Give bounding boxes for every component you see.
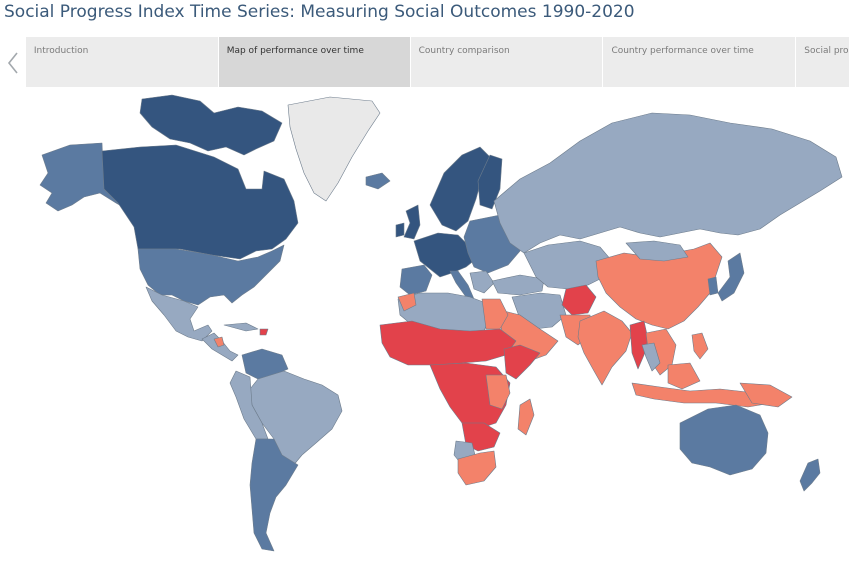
region-mongolia[interactable] [625, 240, 689, 262]
region-sahel[interactable] [379, 320, 517, 366]
region-southern-cone[interactable] [249, 438, 299, 552]
region-borneo[interactable] [667, 362, 701, 390]
page-title: Social Progress Index Time Series: Measu… [4, 2, 635, 22]
region-indonesia[interactable] [631, 382, 773, 408]
region-morocco[interactable] [397, 292, 417, 312]
region-korea[interactable] [707, 276, 719, 296]
region-horn-of-africa[interactable] [503, 344, 541, 380]
region-turkey[interactable] [491, 274, 545, 296]
region-greenland[interactable] [287, 96, 381, 202]
region-western-europe[interactable] [413, 232, 477, 278]
region-iceland[interactable] [365, 172, 391, 190]
region-united-states[interactable] [137, 244, 285, 306]
region-mexico[interactable] [145, 286, 213, 342]
tab-map-of-performance[interactable]: Map of performance over time [218, 37, 411, 87]
region-balkans[interactable] [469, 270, 495, 294]
tab-country-performance[interactable]: Country performance over time [603, 37, 797, 87]
region-uk[interactable] [403, 204, 421, 240]
tab-label: Social pro [804, 46, 849, 56]
region-india[interactable] [577, 310, 633, 386]
region-canada[interactable] [101, 144, 299, 260]
tab-social-progress[interactable]: Social pro [796, 37, 850, 87]
region-nicaragua[interactable] [213, 336, 225, 348]
tab-label: Map of performance over time [226, 46, 364, 56]
region-finland[interactable] [477, 154, 503, 210]
world-map[interactable] [0, 93, 850, 570]
chevron-left-icon[interactable] [0, 37, 26, 89]
region-south-africa[interactable] [457, 450, 497, 486]
region-japan[interactable] [717, 252, 745, 302]
region-egypt[interactable] [481, 298, 509, 330]
map-regions [39, 94, 843, 552]
region-new-guinea[interactable] [739, 382, 793, 408]
tab-label: Country performance over time [611, 46, 754, 56]
region-ireland[interactable] [395, 222, 405, 238]
tab-country-comparison[interactable]: Country comparison [410, 37, 604, 87]
tab-introduction[interactable]: Introduction [25, 37, 219, 87]
tab-label: Country comparison [418, 46, 510, 56]
region-caribbean[interactable] [223, 322, 259, 332]
region-australia[interactable] [679, 404, 769, 476]
region-philippines[interactable] [691, 332, 709, 360]
region-thailand[interactable] [641, 342, 661, 372]
region-russia[interactable] [493, 112, 843, 254]
region-haiti[interactable] [259, 328, 269, 336]
region-iberia[interactable] [399, 264, 433, 296]
region-new-zealand[interactable] [799, 458, 821, 492]
region-madagascar[interactable] [517, 398, 535, 436]
region-central-america[interactable] [201, 332, 239, 362]
region-canada-islands[interactable] [139, 94, 283, 156]
dashboard-tab-bar: Introduction Map of performance over tim… [0, 37, 850, 89]
region-myanmar[interactable] [629, 320, 649, 370]
region-afghanistan[interactable] [561, 284, 597, 316]
region-east-africa[interactable] [485, 374, 511, 410]
tab-label: Introduction [33, 46, 89, 56]
